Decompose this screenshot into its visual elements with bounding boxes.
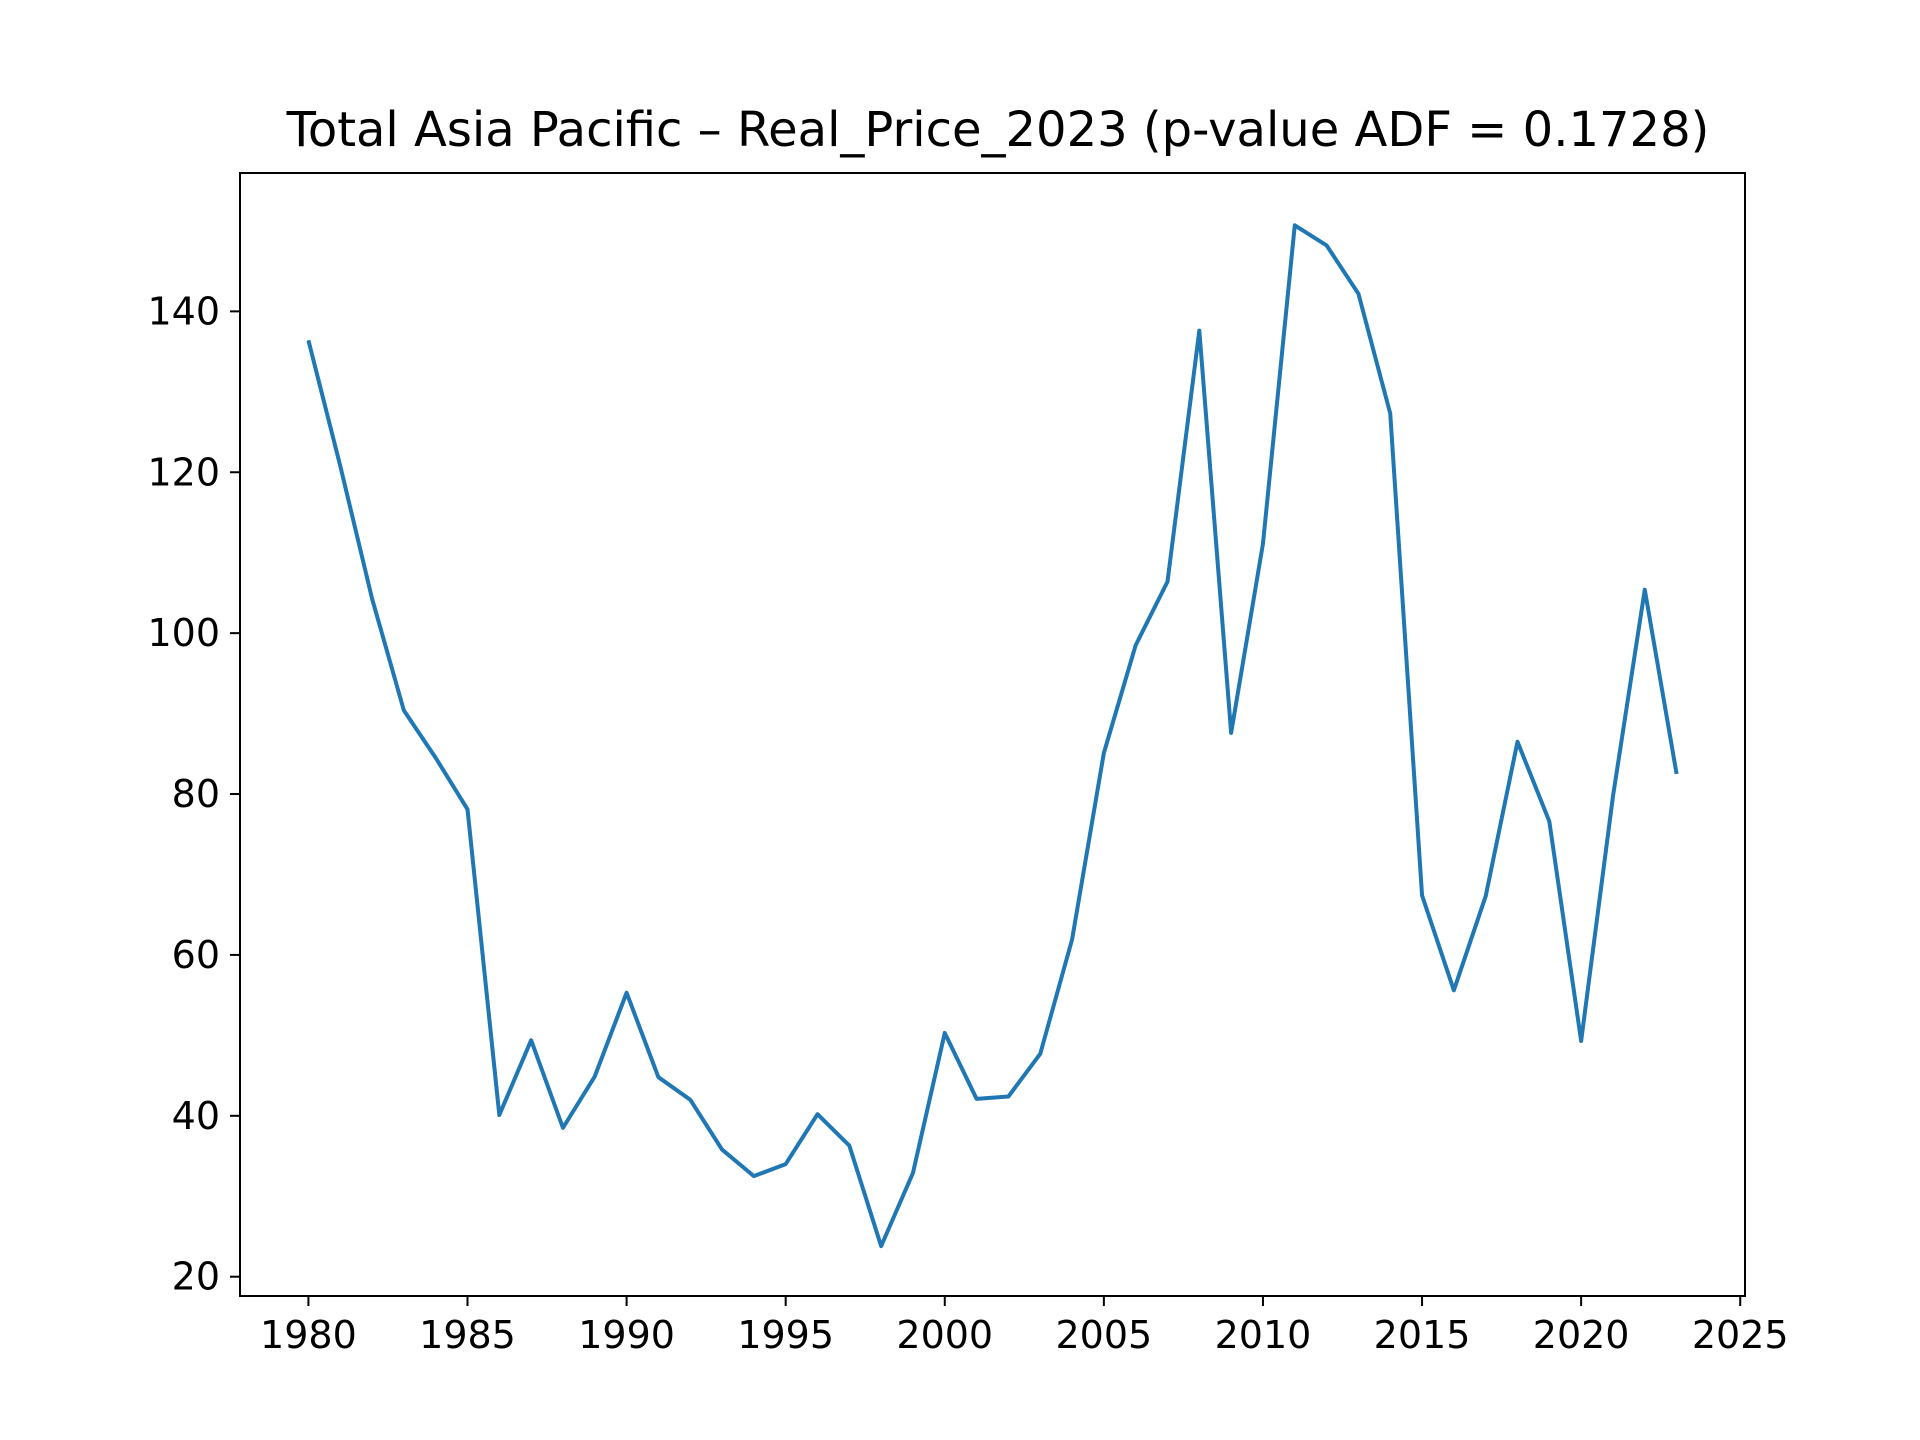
x-tick-label: 1980 (260, 1313, 357, 1357)
series-line (306, 223, 1679, 1249)
x-tick-label: 2005 (1056, 1313, 1153, 1357)
chart-title: Total Asia Pacific – Real_Price_2023 (p-… (286, 102, 1710, 158)
plot-frame (239, 172, 1746, 1297)
y-tick-label: 100 (147, 611, 220, 655)
y-tick-label: 80 (172, 772, 220, 816)
plot-area (306, 223, 1679, 1249)
x-tick-label: 1995 (737, 1313, 834, 1357)
x-tick-label: 2000 (896, 1313, 993, 1357)
y-tick-label: 60 (172, 933, 220, 977)
y-tick-label: 20 (172, 1255, 220, 1299)
x-tick-label: 1990 (578, 1313, 675, 1357)
y-tick-label: 140 (147, 289, 220, 333)
y-axis: 20 40 60 80 100 120 140 (147, 289, 240, 1299)
x-tick-label: 1985 (419, 1313, 516, 1357)
y-tick-label: 120 (147, 450, 220, 494)
x-tick-label: 2025 (1692, 1313, 1789, 1357)
x-tick-label: 2015 (1374, 1313, 1471, 1357)
y-tick-label: 40 (172, 1094, 220, 1138)
x-tick-label: 2010 (1215, 1313, 1312, 1357)
x-tick-label: 2020 (1533, 1313, 1630, 1357)
x-axis: 1980 1985 1990 1995 2000 2005 2010 2015 2020 2025 (260, 1296, 1789, 1357)
